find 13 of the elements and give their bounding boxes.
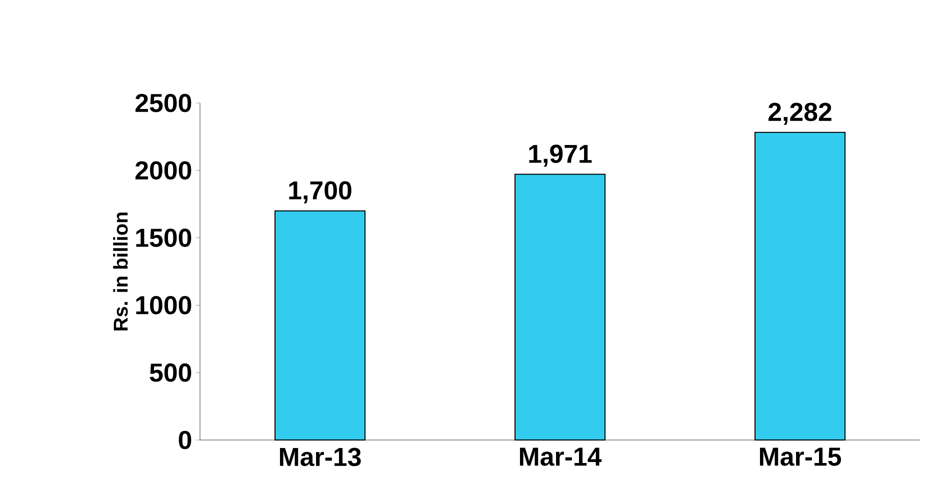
data-label: 1,700 xyxy=(289,181,352,204)
data-label: 1,971 xyxy=(529,144,592,167)
data-label: 2,282 xyxy=(768,102,832,125)
y-tick-label: 500 xyxy=(150,363,192,382)
y-tick-label: 0 xyxy=(178,430,192,450)
y-tick-label: 2500 xyxy=(135,94,192,112)
y-tick-label: 2000 xyxy=(135,161,192,180)
y-tick-label: 1500 xyxy=(136,228,192,247)
x-tick-label: Mar-14 xyxy=(520,448,602,466)
y-tick-label: 1000 xyxy=(136,296,192,314)
x-tick-label: Mar-13 xyxy=(280,448,361,466)
y-axis-title: Rs. in billion xyxy=(113,212,128,330)
x-tick-label: Mar-15 xyxy=(760,448,842,466)
